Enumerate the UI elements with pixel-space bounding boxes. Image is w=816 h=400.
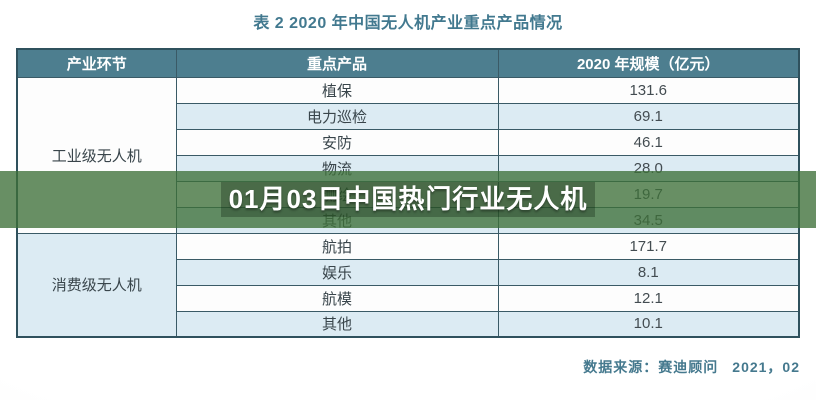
column-header-key-product: 重点产品 [175,48,499,78]
product-cell: 植保 [175,76,499,104]
value-cell: 10.1 [497,310,800,338]
headline-overlay-band: 01月03日中国热门行业无人机 [0,171,816,228]
value-cell: 131.6 [497,76,800,104]
value-cell: 69.1 [497,102,800,130]
column-header-2020-scale: 2020 年规模（亿元） [497,48,800,78]
table-row: 航模 12.1 [17,284,800,312]
value-cell: 171.7 [497,232,800,260]
table-row: 工业级无人机 植保 131.6 [16,76,800,234]
product-cell: 航拍 [175,232,499,260]
table-row: 娱乐 8.1 [17,258,800,286]
table-row: 电力巡检 69.1 [17,102,800,130]
product-cell: 航模 [175,284,499,312]
table-row: 其他 10.1 [17,310,800,338]
group-label-consumer: 消费级无人机 [16,232,177,338]
page-title: 表 2 2020 年中国无人机产业重点产品情况 [253,15,563,32]
data-source-label: 数据来源：赛迪顾问 [583,359,719,375]
value-cell: 8.1 [497,258,800,286]
product-cell: 安防 [175,128,499,156]
data-source-date: 2021，02 [732,359,800,375]
table-row: 消费级无人机 航拍 171.7 [16,232,800,338]
column-header-industry-segment: 产业环节 [16,48,177,78]
table-header-row: 产业环节 重点产品 2020 年规模（亿元） [16,48,800,78]
value-cell: 46.1 [497,128,800,156]
value-cell: 12.1 [497,284,800,312]
headline-text: 01月03日中国热门行业无人机 [220,182,596,217]
product-cell: 娱乐 [175,258,499,286]
product-cell: 电力巡检 [175,102,499,130]
data-source-note: 数据来源：赛迪顾问 2021，02 [583,357,800,377]
table-row: 安防 46.1 [17,128,800,156]
product-cell: 其他 [175,310,499,338]
